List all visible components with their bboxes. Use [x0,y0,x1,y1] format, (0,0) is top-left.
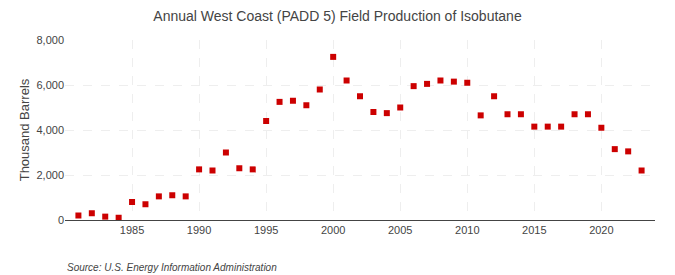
svg-text:4,000: 4,000 [36,124,64,136]
svg-text:1985: 1985 [120,224,144,236]
svg-text:6,000: 6,000 [36,79,64,91]
svg-text:1995: 1995 [254,224,278,236]
svg-text:8,000: 8,000 [36,34,64,46]
svg-text:2020: 2020 [589,224,613,236]
svg-text:2000: 2000 [321,224,345,236]
svg-text:Annual West Coast (PADD 5) Fie: Annual West Coast (PADD 5) Field Product… [153,8,522,24]
svg-text:2,000: 2,000 [36,169,64,181]
svg-text:2015: 2015 [522,224,546,236]
svg-text:Thousand Barrels: Thousand Barrels [17,78,32,181]
svg-text:2010: 2010 [455,224,479,236]
svg-text:Source: U.S. Energy Informatio: Source: U.S. Energy Information Administ… [67,262,277,273]
svg-text:2005: 2005 [388,224,412,236]
svg-text:0: 0 [58,214,64,226]
svg-text:1990: 1990 [187,224,211,236]
